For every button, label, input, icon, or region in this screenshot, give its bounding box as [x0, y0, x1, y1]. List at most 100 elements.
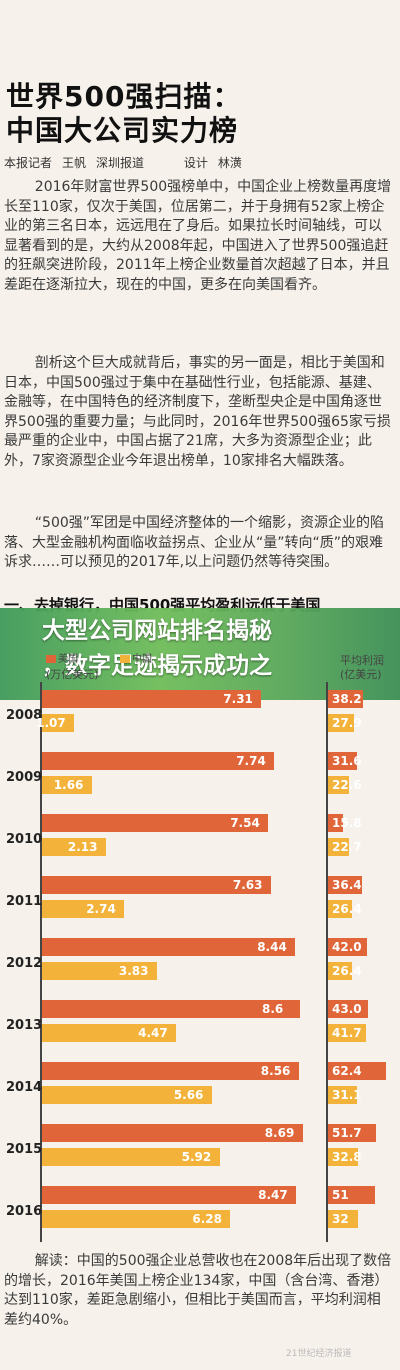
cn-profit-value: 22.7	[332, 840, 362, 854]
cn-profit-bar	[328, 714, 354, 732]
year-label: 2010	[6, 832, 43, 847]
cn-profit-value: 26.4	[332, 902, 362, 916]
us-revenue-value: 8.44	[257, 940, 287, 954]
cn-revenue-value: 4.47	[138, 1026, 168, 1040]
us-revenue-bar	[42, 814, 269, 832]
us-revenue-bar	[42, 876, 271, 894]
cn-revenue-bar	[42, 1024, 177, 1042]
us-revenue-value: 8.56	[260, 1064, 291, 1078]
cn-revenue-value: 2.74	[86, 902, 116, 916]
cn-profit-value: 22.6	[332, 778, 362, 792]
year-label: 2012	[6, 956, 43, 971]
cn-profit-bar	[328, 1210, 358, 1228]
cn-revenue-bar	[42, 714, 75, 732]
banner-line-2: ，数字足迹揭示成功之	[42, 653, 272, 679]
watermark: 21世纪经济报道	[286, 1349, 352, 1359]
cn-revenue-bar	[42, 900, 125, 918]
us-profit-value: 15.8	[332, 816, 362, 830]
us-revenue-bar	[42, 690, 262, 708]
us-revenue-value: 8.6	[262, 1002, 284, 1016]
us-profit-bar	[328, 1186, 376, 1204]
explanation-text: 解读：中国的500强企业总营收也在2008年后出现了数倍的增长，2016年美国上…	[4, 1253, 392, 1328]
cn-revenue-bar	[42, 1086, 212, 1104]
banner-line-1: 大型公司网站排名揭秘	[42, 618, 272, 644]
cn-profit-bar	[328, 776, 349, 794]
us-revenue-bar	[42, 1124, 303, 1142]
year-label: 2013	[6, 1018, 43, 1033]
us-revenue-bar	[42, 752, 275, 770]
us-profit-value: 42.0	[332, 940, 362, 954]
cn-profit-value: 32.8	[332, 1150, 362, 1164]
paragraph-1: 2016年财富世界500强榜单中，中国企业上榜数量再度增长至110家，仅次于美国…	[4, 179, 392, 293]
reporter-label: 本报记者	[4, 156, 53, 170]
banner-headline[interactable]: 大型公司网站排名揭秘 ，数字足迹揭示成功之	[42, 614, 382, 684]
us-profit-value: 43.0	[332, 1002, 362, 1016]
us-revenue-value: 8.69	[264, 1126, 295, 1140]
cn-revenue-bar	[42, 838, 106, 856]
cn-profit-value: 41.7	[332, 1026, 362, 1040]
us-profit-bar	[328, 1062, 386, 1080]
cn-revenue-value: 5.66	[173, 1088, 204, 1102]
year-label: 2016	[6, 1204, 43, 1219]
cn-profit-bar	[328, 838, 349, 856]
year-label: 2011	[6, 894, 43, 909]
legend-cn-swatch	[120, 655, 130, 663]
title-line-2: 中国大公司实力榜	[6, 114, 239, 147]
left-unit-label: (万亿美元)	[46, 668, 99, 681]
right-unit-label: (亿美元)	[340, 668, 382, 681]
us-profit-bar	[328, 938, 367, 956]
us-revenue-bar	[42, 1000, 300, 1018]
us-profit-bar	[328, 752, 358, 770]
year-label: 2015	[6, 1142, 43, 1157]
us-profit-value: 38.2	[332, 692, 362, 706]
cn-revenue-value: 2.13	[67, 840, 98, 854]
left-axis	[40, 682, 42, 1242]
us-profit-bar	[328, 1124, 376, 1142]
cn-profit-value: 27.9	[332, 716, 362, 730]
paragraph-3: “500强”军团是中国经济整体的一个缩影，资源企业的陷落、大型金融机构面临收益拐…	[4, 515, 385, 570]
revenue-profit-chart: 2008 7.31 1.07 38.2 27.9 2009 7.74 1.66 31.6 22.6…	[0, 680, 400, 1246]
us-profit-value: 31.6	[332, 754, 362, 768]
us-revenue-value: 7.74	[236, 754, 266, 768]
us-revenue-value: 7.54	[230, 816, 260, 830]
us-revenue-bar	[42, 1062, 299, 1080]
cn-profit-value: 32	[332, 1212, 349, 1226]
cn-revenue-bar	[42, 776, 92, 794]
title-line-1: 世界500强扫描：	[6, 80, 242, 113]
us-revenue-bar	[42, 1186, 297, 1204]
reporter-name: 王帆	[62, 156, 87, 170]
cn-profit-value: 31.1	[332, 1088, 362, 1102]
cn-revenue-value: 3.83	[118, 964, 149, 978]
report-place: 深圳报道	[96, 156, 145, 170]
legend-us: 美国	[46, 650, 78, 665]
year-label: 2008	[6, 708, 43, 723]
legend-us-label: 美国	[58, 654, 78, 665]
us-revenue-value: 8.47	[258, 1188, 288, 1202]
us-profit-value: 51.7	[332, 1126, 362, 1140]
banner-overlay	[0, 608, 400, 700]
cn-profit-value: 26.4	[332, 964, 362, 978]
legend-cn-label: 中国	[132, 654, 152, 665]
designer-name: 林潢	[217, 156, 242, 170]
cn-revenue-bar	[42, 962, 157, 980]
us-revenue-bar	[42, 938, 296, 956]
cn-revenue-value: 5.92	[181, 1150, 212, 1164]
us-profit-value: 62.4	[332, 1064, 362, 1078]
us-profit-value: 51	[332, 1188, 349, 1202]
us-profit-value: 36.4	[332, 878, 362, 892]
paragraph-2: 剖析这个巨大成就背后，事实的另一面是，相比于美国和日本，中国500强过于集中在基…	[4, 355, 391, 469]
cn-revenue-bar	[42, 1148, 220, 1166]
cn-revenue-bar	[42, 1210, 231, 1228]
cn-revenue-value: 6.28	[192, 1212, 222, 1226]
design-label: 设计	[183, 156, 208, 170]
cn-profit-bar	[328, 962, 353, 980]
page-title: 世界500强扫描： 中国大公司实力榜	[6, 80, 241, 148]
cn-revenue-value: 1.66	[53, 778, 84, 792]
year-label: 2009	[6, 770, 43, 785]
cn-profit-bar	[328, 900, 353, 918]
legend-cn: 中国	[120, 650, 152, 665]
year-label: 2014	[6, 1080, 43, 1095]
us-profit-bar	[328, 1000, 368, 1018]
us-revenue-value: 7.63	[232, 878, 263, 892]
cn-revenue-value: 1.07	[36, 716, 66, 730]
